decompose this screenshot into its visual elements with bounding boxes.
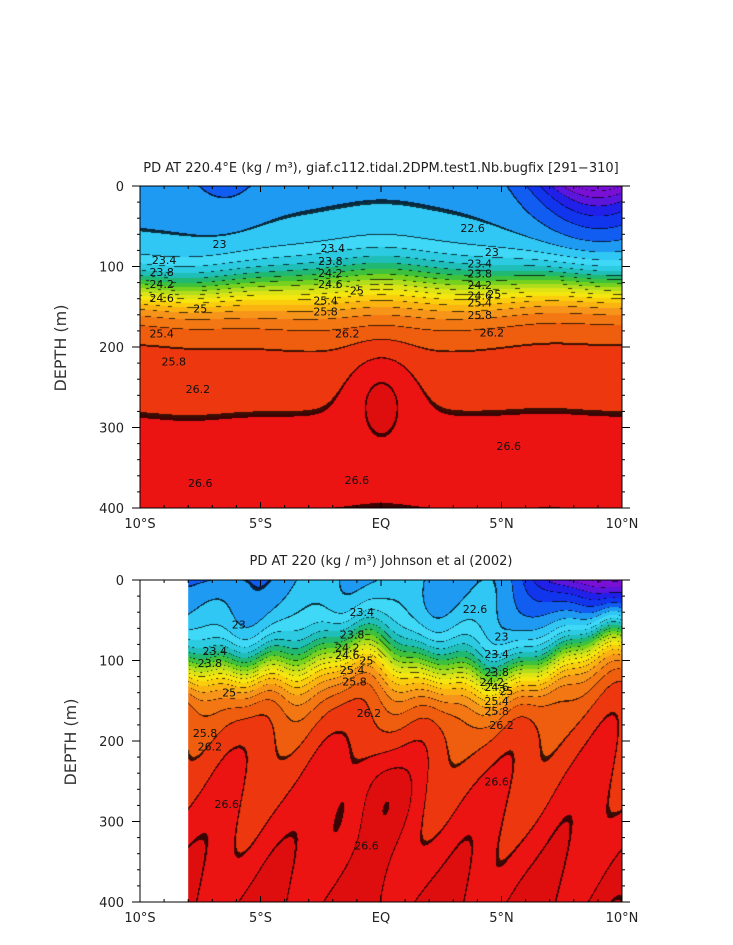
contour-label: 26.2 xyxy=(489,719,514,732)
y-tick-label: 400 xyxy=(99,502,124,517)
contour-label: 25 xyxy=(499,685,513,698)
contour-label: 26.6 xyxy=(496,440,521,453)
y-tick-label: 200 xyxy=(99,341,124,356)
contour-label: 23.8 xyxy=(340,629,365,642)
contour-label: 25.8 xyxy=(193,727,218,740)
contour-label: 22.6 xyxy=(460,222,485,235)
x-tick-label: 10°S xyxy=(124,517,155,532)
contour-label: 26.6 xyxy=(215,798,240,811)
contour-label: 24.6 xyxy=(335,649,360,662)
contour-label: 23.8 xyxy=(198,657,223,670)
contour-label: 25 xyxy=(222,687,236,700)
x-tick-label: 10°N xyxy=(606,911,639,926)
contour-label: 23 xyxy=(495,630,509,643)
panel-title: PD AT 220 (kg / m³) Johnson et al (2002) xyxy=(250,554,513,569)
contour-label: 25.4 xyxy=(484,695,509,708)
contour-label: 26.6 xyxy=(484,775,509,788)
x-tick-label: 10°S xyxy=(124,911,155,926)
y-tick-label: 400 xyxy=(99,896,124,911)
contour-label: 24.6 xyxy=(149,292,174,305)
contour-label: 24.2 xyxy=(335,642,360,655)
contour-label: 23.8 xyxy=(149,266,174,279)
x-tick-label: 5°N xyxy=(489,517,514,532)
x-tick-label: EQ xyxy=(372,911,390,926)
panel-title: PD AT 220.4°E (kg / m³), giaf.c112.tidal… xyxy=(143,161,618,176)
contour-label: 25.8 xyxy=(313,306,338,319)
contour-label: 25.4 xyxy=(149,327,174,340)
x-tick-label: 10°N xyxy=(606,517,639,532)
contour-label: 23.8 xyxy=(468,268,493,281)
contour-label: 24.2 xyxy=(318,267,343,280)
contour-label: 26.2 xyxy=(357,707,382,720)
contour-label: 23.8 xyxy=(318,255,343,268)
contour-label: 26.2 xyxy=(186,383,211,396)
y-tick-label: 300 xyxy=(99,816,124,831)
contour-label: 24.2 xyxy=(468,279,493,292)
contour-label: 25.8 xyxy=(161,355,186,368)
contour-label: 23 xyxy=(232,618,246,631)
contour-label: 26.6 xyxy=(188,477,213,490)
x-tick-label: EQ xyxy=(372,517,390,532)
contour-label: 23 xyxy=(485,246,499,259)
x-tick-label: 5°S xyxy=(249,911,272,926)
contour-label: 26.6 xyxy=(345,474,370,487)
contour-label: 25 xyxy=(487,288,501,301)
y-tick-label: 200 xyxy=(99,735,124,750)
contour-label: 23.4 xyxy=(468,257,493,270)
contour-label: 25 xyxy=(193,302,207,315)
y-axis-label: DEPTH (m) xyxy=(61,698,80,785)
x-tick-label: 5°N xyxy=(489,911,514,926)
density-field xyxy=(188,580,622,902)
y-tick-label: 0 xyxy=(116,574,124,589)
contour-label: 26.6 xyxy=(354,840,379,853)
y-tick-label: 0 xyxy=(116,180,124,195)
y-tick-label: 300 xyxy=(99,422,124,437)
y-axis-label: DEPTH (m) xyxy=(51,304,70,391)
contour-label: 26.2 xyxy=(480,327,505,340)
contour-label: 23.4 xyxy=(152,254,177,267)
y-tick-label: 100 xyxy=(99,261,124,276)
contour-label: 25.4 xyxy=(340,664,365,677)
contour-label: 26.2 xyxy=(335,327,360,340)
contour-label: 25.8 xyxy=(468,309,493,322)
contour-label: 24.2 xyxy=(149,278,174,291)
contour-label: 24.6 xyxy=(468,289,493,302)
y-tick-label: 100 xyxy=(99,655,124,670)
panel-observations: PD AT 220 (kg / m³) Johnson et al (2002)… xyxy=(61,554,638,926)
contour-label: 24.6 xyxy=(484,681,509,694)
density-field xyxy=(140,186,622,508)
panel-model: PD AT 220.4°E (kg / m³), giaf.c112.tidal… xyxy=(51,161,638,532)
contour-label: 23.4 xyxy=(321,242,346,255)
contour-label: 23.4 xyxy=(349,606,374,619)
contour-label: 26.2 xyxy=(198,741,223,754)
x-tick-label: 5°S xyxy=(249,517,272,532)
contour-label: 25.8 xyxy=(342,675,367,688)
contour-label: 23 xyxy=(213,238,227,251)
contour-label: 25 xyxy=(350,285,364,298)
contour-label: 23.4 xyxy=(202,645,227,658)
contour-label: 25 xyxy=(360,655,374,668)
contour-label: 23.8 xyxy=(484,666,509,679)
contour-label: 23.4 xyxy=(484,648,509,661)
contour-label: 25.4 xyxy=(313,294,338,307)
contour-label: 24.6 xyxy=(318,278,343,291)
contour-label: 25.4 xyxy=(468,297,493,310)
contour-label: 22.6 xyxy=(463,603,488,616)
contour-label: 25.8 xyxy=(484,705,509,718)
contour-label: 24.2 xyxy=(480,676,505,689)
